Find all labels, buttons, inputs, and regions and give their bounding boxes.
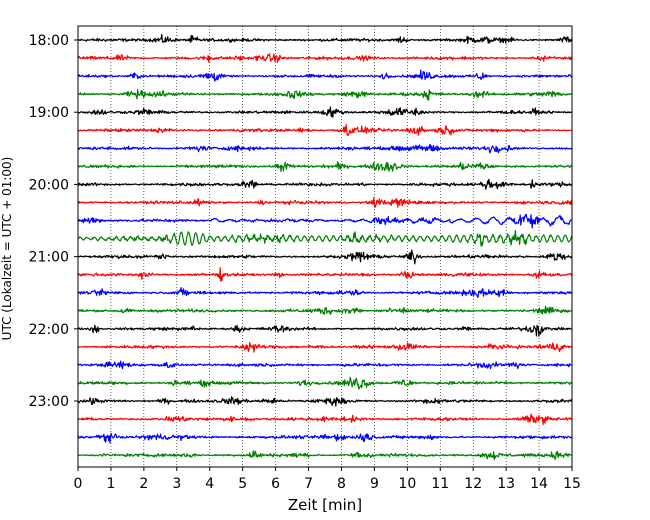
- trace-1800: [78, 33, 573, 45]
- trace-2130: [77, 287, 573, 298]
- y-tick-label: 23:00: [29, 394, 69, 410]
- x-tick-label: 11: [431, 476, 449, 492]
- plot-frame: [77, 25, 573, 468]
- x-tick-label: 1: [106, 476, 115, 492]
- x-tick-label: 4: [205, 476, 214, 492]
- y-tick-label: 19:00: [29, 105, 69, 121]
- y-tick-label: 22:00: [29, 322, 69, 338]
- x-tick-label: 5: [238, 476, 247, 492]
- trace-2330: [77, 432, 573, 444]
- x-tick-label: 7: [304, 476, 313, 492]
- trace-1915: [78, 124, 573, 137]
- y-tick-label: 20:00: [29, 177, 69, 193]
- trace-1830: [77, 69, 573, 82]
- trace-2030: [77, 213, 573, 229]
- y-axis-label: UTC (Lokalzeit = UTC + 01:00): [0, 157, 14, 341]
- x-tick-label: 0: [74, 476, 83, 492]
- x-tick-label: 15: [563, 476, 581, 492]
- y-tick-label: 21:00: [29, 250, 69, 266]
- x-axis-label: Zeit [min]: [288, 496, 362, 514]
- x-tick-label: 3: [172, 476, 181, 492]
- x-tick-label: 10: [398, 476, 416, 492]
- y-axis-ticks: 18:00 19:00 20:00 21:00 22:00 23:00: [29, 33, 78, 410]
- x-tick-label: 9: [370, 476, 379, 492]
- trace-2200: [77, 324, 573, 337]
- trace-1945: [77, 161, 573, 173]
- trace-2045: [77, 230, 573, 247]
- x-axis-ticks: 0 1 2 3 4 5 6 7 8 9 10 11 12 13 14 15: [74, 467, 581, 492]
- trace-1930: [77, 144, 573, 154]
- trace-2300: [77, 396, 573, 407]
- trace-2115: [77, 267, 573, 282]
- x-tick-label: 12: [464, 476, 482, 492]
- x-tick-label: 8: [337, 476, 346, 492]
- trace-1815: [77, 53, 573, 63]
- x-tick-label: 14: [530, 476, 548, 492]
- x-tick-label: 13: [497, 476, 515, 492]
- x-tick-label: 2: [139, 476, 148, 492]
- trace-2015: [77, 197, 573, 209]
- trace-2315: [77, 413, 573, 426]
- trace-1900: [77, 106, 573, 118]
- x-tick-label: 6: [271, 476, 280, 492]
- seismogram-traces: [77, 33, 573, 461]
- trace-2245: [77, 376, 573, 390]
- trace-2000: [77, 178, 573, 190]
- trace-2345: [77, 450, 573, 461]
- trace-2100: [77, 249, 573, 265]
- y-tick-label: 18:00: [29, 33, 69, 49]
- trace-2215: [77, 341, 573, 353]
- trace-1845: [77, 88, 573, 101]
- trace-2230: [77, 360, 573, 370]
- trace-2145: [77, 305, 573, 315]
